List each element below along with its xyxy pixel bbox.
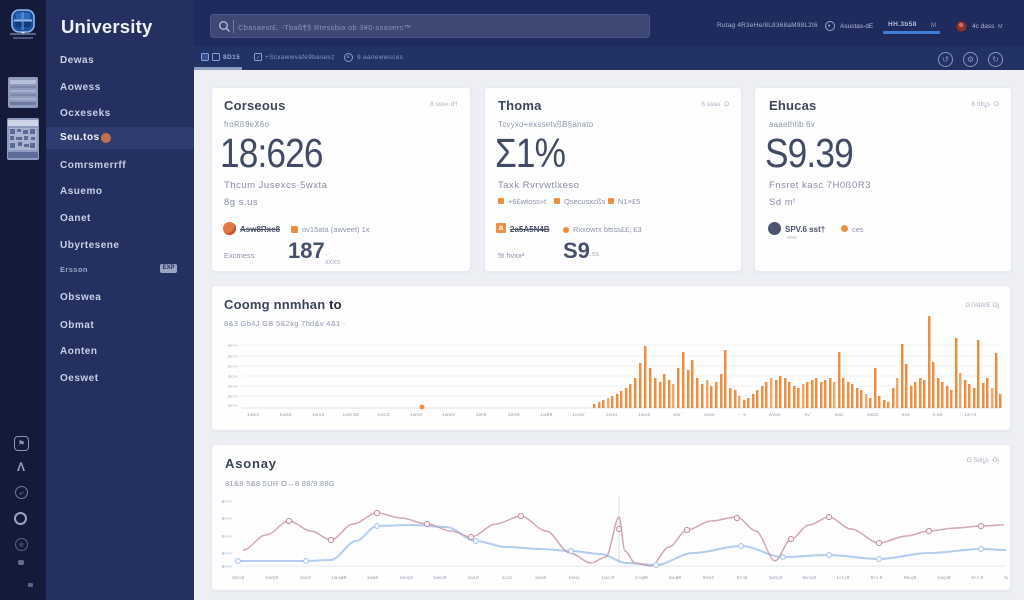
svg-text:8w.ҫ8: 8w.ҫ8: [904, 575, 917, 581]
svg-text:1uvw´: 1uvw´: [572, 412, 586, 418]
svg-text:1wɔҫ8: 1wɔҫ8: [1004, 575, 1008, 581]
svg-text:1wu3: 1wu3: [638, 412, 650, 418]
svg-text:1wv3: 1wv3: [312, 412, 324, 418]
svg-text:1wv3: 1wv3: [300, 575, 312, 581]
svg-text:1wt.8: 1wt.8: [467, 575, 479, 581]
svg-text:8×ɔ.8: 8×ɔ.8: [870, 575, 882, 581]
svg-text:1ww3: 1ww3: [442, 412, 455, 418]
svg-text:1svɔ3: 1svɔ3: [232, 575, 245, 581]
svg-text:1wɔ.8: 1wɔ.8: [601, 575, 614, 581]
svg-text:4×××: 4×××: [228, 374, 239, 379]
svg-text:1wvɔ8: 1wvɔ8: [433, 575, 447, 581]
svg-text:1w.±ɇ8: 1w.±ɇ8: [331, 575, 347, 581]
svg-text:1wc3: 1wc3: [377, 412, 389, 418]
svg-text:1wɔ8: 1wɔ8: [535, 575, 547, 581]
svg-text:1wɔҫ8: 1wɔҫ8: [399, 575, 413, 581]
svg-text:1w1s: 1w1s: [606, 412, 618, 418]
svg-text:4×××: 4×××: [228, 364, 239, 369]
svg-text:4×××: 4×××: [228, 354, 239, 359]
svg-text:4×××: 4×××: [228, 384, 239, 389]
svg-text:1w.ɇ8: 1w.ɇ8: [669, 575, 682, 581]
svg-text:1wɔҫ8: 1wɔҫ8: [769, 575, 783, 581]
svg-text:1wrҫ8: 1wrҫ8: [265, 575, 278, 581]
svg-text:···s: ···s: [738, 413, 746, 418]
svg-text:1wt5: 1wt5: [476, 412, 487, 418]
svg-text:·sv´: ·sv´: [803, 412, 812, 418]
svg-text:ssa´: ssa´: [835, 412, 845, 418]
svg-text:1×ɔɇ8: 1×ɔɇ8: [635, 575, 649, 581]
svg-text:1w5.58: 1w5.58: [342, 412, 359, 418]
svg-text:·ww´: ·ww´: [671, 412, 682, 418]
svg-text:8×××: 8×××: [222, 534, 233, 539]
svg-text:4×××: 4×××: [228, 403, 239, 408]
svg-text:1wҫɔ8: 1wҫɔ8: [937, 575, 951, 581]
svg-text:1w53: 1w53: [279, 412, 291, 418]
svg-text:1wo9: 1wo9: [410, 412, 422, 418]
svg-text:svss: svss: [704, 413, 715, 418]
svg-text:1w×3: 1w×3: [964, 412, 977, 418]
svg-text:1wk3: 1wk3: [247, 412, 259, 418]
svg-text:s·a3: s·a3: [933, 412, 943, 418]
svg-text:1ws3: 1ws3: [508, 412, 520, 418]
svg-text:1wuҫ: 1wuҫ: [568, 575, 580, 581]
svg-text:4×××: 4×××: [228, 343, 239, 348]
svg-text:1cɔ3: 1cɔ3: [502, 575, 512, 581]
svg-text:1ws8: 1ws8: [367, 575, 379, 581]
svg-text:8×××: 8×××: [222, 564, 233, 569]
svg-text:8×××: 8×××: [222, 551, 233, 556]
svg-text:8×ɔ8: 8×ɔ8: [737, 575, 748, 581]
svg-text:1×t.ҫ8: 1×t.ҫ8: [836, 575, 850, 581]
svg-text:8×ɔ.8: 8×ɔ.8: [971, 575, 983, 581]
svg-text:8wɔҫ8: 8wɔҫ8: [802, 575, 816, 581]
svg-text:wvas: wvas: [769, 413, 781, 418]
svg-text:8wɔ3: 8wɔ3: [703, 575, 715, 581]
svg-text:8×××: 8×××: [222, 499, 233, 504]
svg-text:1wt3: 1wt3: [867, 412, 878, 418]
svg-text:·sv3: ·sv3: [900, 412, 910, 418]
svg-text:1wb9: 1wb9: [540, 412, 552, 418]
svg-text:4×××: 4×××: [228, 394, 239, 399]
svg-text:8×××: 8×××: [222, 516, 233, 521]
